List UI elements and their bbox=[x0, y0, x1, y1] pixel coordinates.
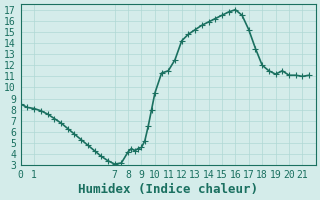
X-axis label: Humidex (Indice chaleur): Humidex (Indice chaleur) bbox=[78, 183, 258, 196]
